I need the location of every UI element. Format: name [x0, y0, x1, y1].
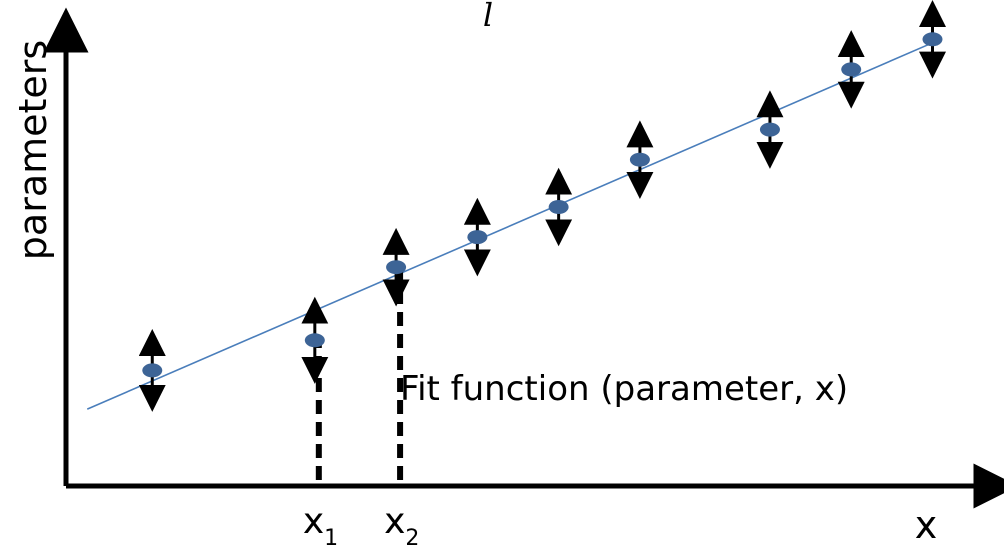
y-axis-label: parameters	[11, 40, 55, 260]
fit-line	[86, 38, 941, 410]
fit-line-layer	[86, 38, 941, 410]
data-point	[629, 152, 650, 167]
data-point	[922, 32, 943, 47]
data-point	[548, 200, 569, 214]
points-layer	[138, 0, 946, 412]
data-point	[841, 62, 862, 77]
data-point	[304, 333, 325, 348]
x-axis-label: x	[915, 503, 938, 547]
data-point	[386, 260, 407, 275]
chart-title: l	[483, 0, 493, 34]
x-marker-label: x1	[303, 501, 338, 548]
x-marker-label: x2	[384, 501, 419, 548]
axes	[43, 7, 1004, 509]
data-point	[467, 230, 488, 245]
x-marker-subscript: 2	[405, 526, 419, 548]
data-point	[142, 363, 163, 378]
fit-annotation: Fit function (parameter, x)	[400, 369, 848, 409]
data-point	[759, 122, 780, 137]
x-marker-subscript: 1	[324, 526, 338, 548]
